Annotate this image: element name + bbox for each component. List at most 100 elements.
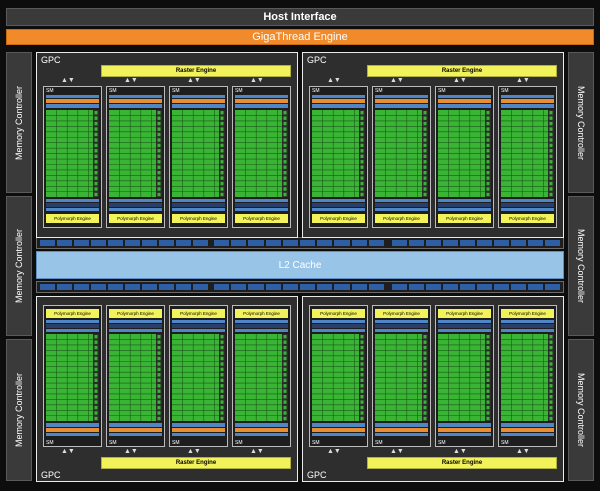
l2-cache-cell xyxy=(159,240,174,246)
polymorph-engine-label: Polymorph Engine xyxy=(243,216,280,221)
l2-cache-cell xyxy=(494,240,509,246)
sm-label: SM xyxy=(172,440,180,446)
l1-cache xyxy=(312,320,365,323)
l2-cache-cell xyxy=(351,284,367,290)
warp-scheduler xyxy=(375,99,428,103)
polymorph-engine: Polymorph Engine xyxy=(375,214,428,223)
host-interface-label: Host Interface xyxy=(263,11,337,23)
streaming-multiprocessor: SM Polymorph Engine xyxy=(309,86,368,228)
instruction-cache xyxy=(312,95,365,98)
streaming-multiprocessor: SM Polymorph Engine xyxy=(498,86,557,228)
cuda-cores-svg xyxy=(46,334,99,421)
load-store-units xyxy=(375,329,428,332)
l2-cache-cell xyxy=(392,284,407,290)
sm-label: SM xyxy=(501,440,509,446)
instruction-cache xyxy=(438,95,491,98)
polymorph-engine-label: Polymorph Engine xyxy=(180,216,217,221)
polymorph-engine-label: Polymorph Engine xyxy=(243,311,280,316)
instruction-cache xyxy=(235,433,288,436)
shared-memory xyxy=(46,203,99,207)
instruction-cache xyxy=(109,95,162,98)
polymorph-engine-label: Polymorph Engine xyxy=(446,216,483,221)
l2-cache-label: L2 Cache xyxy=(278,259,322,271)
l2-cache-cell xyxy=(91,284,106,290)
l1-cache xyxy=(375,320,428,323)
register-file xyxy=(438,423,491,427)
load-store-units xyxy=(312,329,365,332)
l2-cache: L2 Cache xyxy=(36,251,564,279)
l2-cache-cell xyxy=(494,284,509,290)
l2-cache-cell xyxy=(176,240,191,246)
l2-cache-cell xyxy=(443,240,458,246)
l2-cache-cell xyxy=(368,284,384,290)
register-file xyxy=(172,423,225,427)
shared-memory xyxy=(109,203,162,207)
l2-cache-cell xyxy=(409,284,424,290)
instruction-cache xyxy=(235,95,288,98)
polymorph-engine-label: Polymorph Engine xyxy=(54,311,91,316)
l1-cache xyxy=(109,320,162,323)
streaming-multiprocessor: SM Polymorph Engine xyxy=(43,305,102,447)
cuda-core-grid xyxy=(172,110,225,197)
sm-label: SM xyxy=(501,88,509,94)
l1-cache xyxy=(235,208,288,211)
register-file xyxy=(375,104,428,108)
instruction-cache xyxy=(375,433,428,436)
cuda-cores-svg xyxy=(312,110,365,197)
register-file xyxy=(501,423,554,427)
l2-cache-cell xyxy=(460,240,475,246)
l2-cache-cell xyxy=(409,240,424,246)
l2-cache-cell xyxy=(40,284,55,290)
cuda-cores-svg xyxy=(109,110,162,197)
warp-scheduler xyxy=(46,428,99,432)
load-store-units xyxy=(501,329,554,332)
data-flow-arrow-icon: ▲▼ xyxy=(187,448,201,455)
polymorph-engine: Polymorph Engine xyxy=(438,214,491,223)
instruction-cache xyxy=(501,433,554,436)
polymorph-engine: Polymorph Engine xyxy=(235,309,288,318)
register-file xyxy=(235,104,288,108)
register-file xyxy=(46,423,99,427)
data-flow-arrow-icon: ▲▼ xyxy=(390,77,404,84)
gpc-block: GPC Raster Engine ▲▼ ▲▼ ▲▼ ▲▼ SM Polymorph Engi… xyxy=(36,296,298,482)
cuda-cores-svg xyxy=(312,334,365,421)
gpc-block: GPC Raster Engine ▲▼ ▲▼ ▲▼ ▲▼ SM Polymorph Engi… xyxy=(36,52,298,238)
load-store-units xyxy=(46,199,99,202)
l2-cache-cell xyxy=(265,240,281,246)
instruction-cache xyxy=(312,433,365,436)
l2-cache-cell xyxy=(231,284,247,290)
memory-controller-label: Memory Controller xyxy=(14,228,24,304)
streaming-multiprocessor: SM Polymorph Engine xyxy=(372,305,431,447)
warp-scheduler xyxy=(438,428,491,432)
sm-label: SM xyxy=(375,440,383,446)
shared-memory xyxy=(375,203,428,207)
l1-cache xyxy=(375,208,428,211)
l2-cache-cell xyxy=(528,240,543,246)
l2-cache-cell xyxy=(317,284,333,290)
cuda-cores-svg xyxy=(501,334,554,421)
cuda-core-grid xyxy=(109,334,162,421)
l1-cache xyxy=(172,320,225,323)
polymorph-engine-label: Polymorph Engine xyxy=(117,216,154,221)
l2-cache-cell xyxy=(477,284,492,290)
polymorph-engine: Polymorph Engine xyxy=(172,309,225,318)
warp-scheduler xyxy=(109,428,162,432)
cuda-core-grid xyxy=(375,110,428,197)
polymorph-engine: Polymorph Engine xyxy=(235,214,288,223)
load-store-units xyxy=(235,199,288,202)
l2-cache-cell xyxy=(231,240,247,246)
l1-cache xyxy=(235,320,288,323)
l2-cache-cell xyxy=(193,240,208,246)
memory-controller-label: Memory Controller xyxy=(576,85,586,160)
l2-cache-cell xyxy=(426,284,441,290)
streaming-multiprocessor: SM Polymorph Engine xyxy=(435,305,494,447)
cuda-core-grid xyxy=(172,334,225,421)
l1-cache xyxy=(438,320,491,323)
warp-scheduler xyxy=(312,428,365,432)
host-interface-bar: Host Interface xyxy=(6,8,594,26)
cuda-cores-svg xyxy=(501,110,554,197)
memory-controller-left: Memory Controller xyxy=(6,52,32,193)
shared-memory xyxy=(172,203,225,207)
l1-cache xyxy=(501,208,554,211)
l1-cache xyxy=(172,208,225,211)
